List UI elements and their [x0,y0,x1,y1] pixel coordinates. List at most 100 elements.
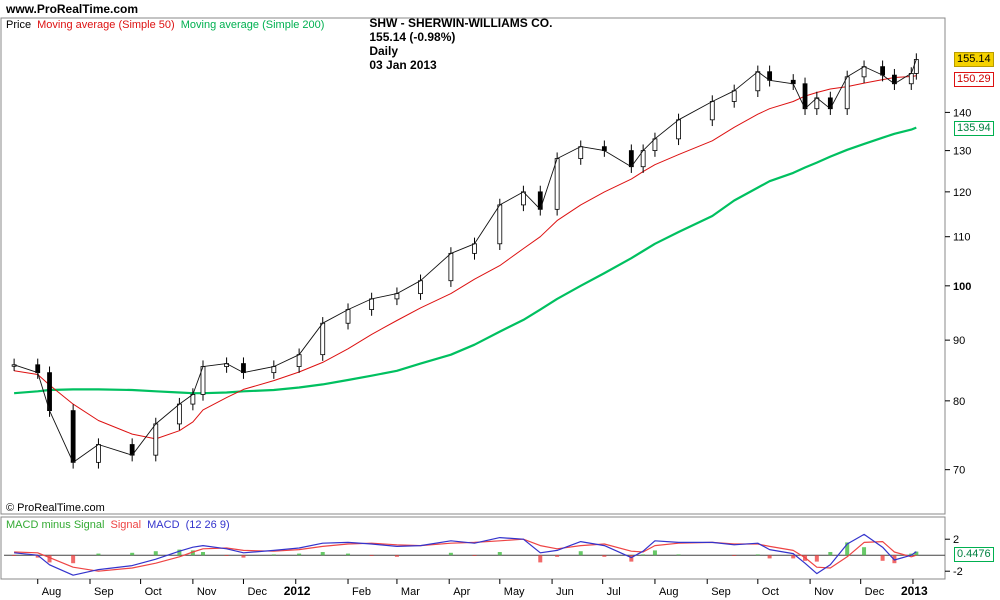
macd-histogram-bar [538,555,543,563]
price-y-tick-label: 120 [953,187,971,199]
price-bar-body [554,158,560,210]
macd-histogram-bar [862,547,867,556]
price-bar-body [861,66,867,78]
macd-histogram-bar [448,552,453,556]
date-label: 03 Jan 2013 [369,58,437,72]
ticker-label: SHW - SHERWIN-WILLIAMS CO. [369,16,553,30]
price-y-tick-label: 90 [953,335,965,347]
macd-histogram-bar [914,551,919,556]
macd-histogram-bar [177,549,182,556]
macd-histogram-bar [641,554,646,556]
period-label: Daily [369,44,399,58]
price-legend: Price Moving average (Simple 50) Moving … [6,19,327,31]
macd-histogram-bar [629,555,634,562]
macd-histogram-bar [96,553,101,556]
macd-line [14,533,917,576]
macd-histogram-bar [880,555,885,561]
macd-histogram-bar [555,555,560,557]
macd-histogram-bar [346,553,351,556]
legend-price: Price [6,19,32,31]
price-bar-body [153,423,159,456]
price-bar-body [731,90,737,102]
price-pane-frame [0,17,946,515]
price-bar-body [345,309,351,324]
price-bar-body [35,364,41,374]
price-bar-body [320,322,326,356]
macd-histogram-bar [153,551,158,556]
price-bar-body [908,73,914,85]
macd-histogram-bar [71,555,76,564]
x-tick-label: Sep [711,586,731,598]
x-tick-label: Apr [453,586,470,598]
price-bar-body [880,66,886,76]
x-tick-label: Dec [865,586,885,598]
price-bar-body [844,76,850,110]
legend-ma50: Moving average (Simple 50) [37,19,175,31]
x-tick-label: Oct [145,586,162,598]
macd-histogram-bar [35,555,40,558]
price-bar-body [418,280,423,295]
macd-histogram-bar [602,555,607,557]
macd-histogram-bar [732,555,737,556]
macd-histogram-bar [909,553,914,556]
price-bar-body [369,298,375,310]
macd-histogram-bar [271,554,276,556]
macd-histogram-bar [12,555,17,556]
x-tick-label: May [504,586,525,598]
macd-histogram-bar [755,554,760,556]
price-bar-body [448,252,454,282]
macd-histogram-bar [845,542,850,556]
price-bar-body [241,363,246,374]
macd-histogram-bar [369,555,374,556]
legend-macd-hist: MACD minus Signal [6,519,105,531]
quote-label: 155.14 (-0.98%) [369,30,456,44]
price-bar-body [271,366,277,374]
macd-histogram-bar [828,552,833,556]
x-tick-label: Oct [762,586,779,598]
ma200-line [14,126,917,395]
macd-histogram-bar [224,555,229,556]
macd-histogram-bar [394,555,399,557]
x-tick-label: Feb [352,586,371,598]
x-tick-label: 2012 [284,584,311,598]
macd-value-tag: 0.4476 [954,546,994,562]
price-y-tick-label: 130 [953,146,971,158]
x-tick-label: Aug [659,586,679,598]
x-tick-label: Sep [94,586,114,598]
macd-histogram-bar [767,555,772,559]
legend-ma200: Moving average (Simple 200) [180,19,325,31]
price-y-tick-label: 110 [953,232,971,244]
x-tick-label: Dec [247,586,267,598]
x-tick-label: Mar [401,586,420,598]
macd-y-tick-label: -2 [953,566,963,578]
x-tick-label: Jul [607,586,621,598]
legend-macd-signal: Signal [110,519,142,531]
price-bar-body [676,119,681,140]
price-bar-body [497,204,503,245]
price-y-tick-label: 80 [953,396,965,408]
price-line [13,59,917,463]
x-tick-label: Aug [42,586,62,598]
x-tick-label: 2013 [901,584,928,598]
price-bar-body [537,191,543,210]
price-y-tick-label: 70 [953,465,965,477]
ma50-value-tag: 150.29 [954,71,994,87]
macd-histogram-bar [297,553,302,556]
chart-header-title: SHW - SHERWIN-WILLIAMS CO. 155.14 (-0.98… [356,2,562,86]
ma200-value-tag: 135.94 [954,120,994,136]
macd-histogram-bar [676,554,681,556]
ma50-line [14,75,917,440]
macd-histogram-bar [578,551,583,556]
macd-histogram-bar [200,552,205,556]
price-bar-body [296,354,302,367]
credit-label: © ProRealTime.com [6,502,105,514]
price-y-tick-label: 100 [953,281,971,293]
price-bar-body [176,403,182,425]
macd-histogram-bar [320,552,325,556]
x-tick-label: Jun [556,586,574,598]
price-bar-body [913,59,919,74]
macd-histogram-bar [47,555,52,563]
macd-histogram-bar [130,552,135,556]
macd-histogram-bar [652,550,657,556]
